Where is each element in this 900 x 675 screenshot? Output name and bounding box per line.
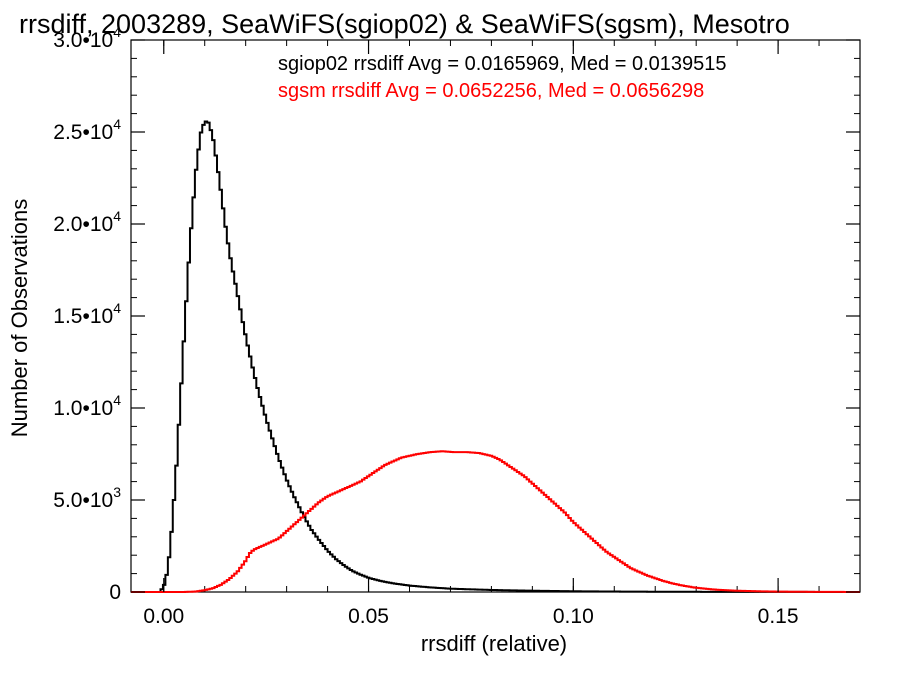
y-tick-label: 0 bbox=[109, 581, 121, 604]
minor-ticks bbox=[131, 39, 861, 593]
chart-title: rrsdiff, 2003289, SeaWiFS(sgiop02) & Sea… bbox=[19, 9, 790, 39]
annotation-sgiop02-stats: sgiop02 rrsdiff Avg = 0.0165969, Med = 0… bbox=[278, 53, 727, 75]
x-tick-label: 0.15 bbox=[758, 605, 799, 628]
annotation-sgsm-stats: sgsm rrsdiff Avg = 0.0652256, Med = 0.06… bbox=[278, 80, 704, 102]
y-axis-label: Number of Observations bbox=[7, 199, 32, 437]
series-sgiop02-histogram bbox=[131, 120, 860, 593]
series-sgsm-histogram bbox=[131, 450, 860, 593]
y-tick-label: 2.0•104 bbox=[53, 208, 121, 236]
plot-area-border bbox=[130, 39, 861, 593]
y-tick-label: 1.0•104 bbox=[53, 392, 121, 420]
x-tick-label: 0.10 bbox=[553, 605, 594, 628]
series-layer bbox=[131, 120, 860, 593]
x-tick-label: 0.00 bbox=[143, 605, 184, 628]
x-axis-label: rrsdiff (relative) bbox=[421, 631, 567, 656]
y-tick-labels: 0 5.0•103 1.0•104 1.5•104 2.0•104 2.5•104 3.0•… bbox=[53, 24, 860, 604]
plot-frame bbox=[130, 39, 861, 593]
x-tick-labels: 0.00 0.05 0.10 0.15 bbox=[143, 40, 799, 628]
x-tick-label: 0.05 bbox=[348, 605, 389, 628]
y-tick-label: 2.5•104 bbox=[53, 116, 121, 144]
y-tick-label: 5.0•103 bbox=[53, 484, 121, 512]
y-tick-label: 3.0•104 bbox=[53, 24, 121, 52]
y-tick-label: 1.5•104 bbox=[53, 300, 121, 328]
